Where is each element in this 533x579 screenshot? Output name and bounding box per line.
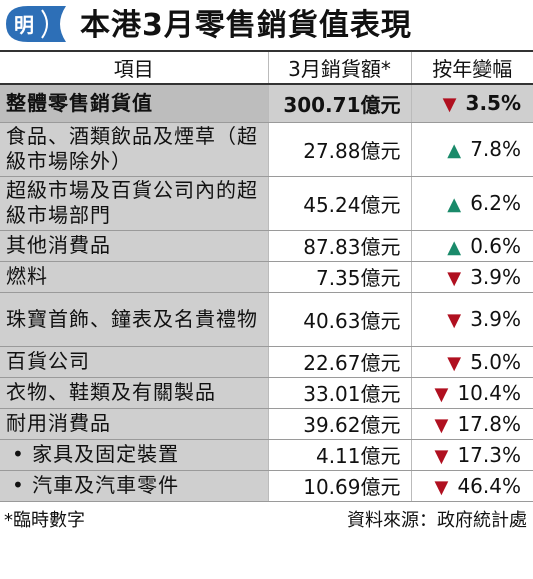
column-header-change: 按年變幅: [410, 52, 533, 85]
row-amount: 300.71億元: [267, 84, 411, 123]
row-item-name: 百貨公司: [0, 346, 268, 378]
row-amount: 4.11億元: [267, 439, 411, 471]
column-header-item: 項目: [0, 52, 268, 85]
row-amount: 45.24億元: [267, 176, 411, 231]
page-title: 本港3月零售銷貨值表現: [80, 8, 412, 43]
row-change-value: 46.4%: [457, 473, 521, 498]
table-row: • 汽車及汽車零件 10.69億元 ▼ 46.4%: [0, 470, 533, 502]
row-change: ▼ 3.5%: [410, 84, 533, 123]
header: 明 本港3月零售銷貨值表現: [0, 0, 533, 52]
row-change: ▼ 17.3%: [410, 439, 533, 471]
row-change-value: 3.9%: [470, 264, 521, 289]
retail-sales-table: 項目 3月銷貨額* 按年變幅 整體零售銷貨值 300.71億元 ▼ 3.5% 食品、酒類…: [0, 52, 533, 502]
row-item-name: • 汽車及汽車零件: [0, 470, 268, 502]
down-triangle-icon: ▼: [447, 267, 462, 289]
down-triangle-icon: ▼: [434, 383, 449, 405]
down-triangle-icon: ▼: [434, 476, 449, 498]
row-amount: 22.67億元: [267, 346, 411, 378]
row-change: ▲ 0.6%: [410, 230, 533, 262]
down-triangle-icon: ▼: [447, 352, 462, 374]
down-triangle-icon: ▼: [434, 445, 449, 467]
header-divider: [0, 50, 533, 52]
row-amount: 40.63億元: [267, 292, 411, 347]
row-change-value: 3.9%: [470, 307, 521, 331]
source-note: 資料來源：政府統計處: [347, 509, 527, 531]
up-triangle-icon: ▲: [447, 140, 462, 161]
row-change-value: 17.3%: [457, 442, 521, 467]
row-amount: 27.88億元: [267, 122, 411, 177]
row-item-name: 其他消費品: [0, 230, 268, 262]
row-change: ▼ 3.9%: [410, 261, 533, 293]
row-change: ▼ 3.9%: [410, 292, 533, 347]
table-row: 食品、酒類飲品及煙草（超級市場除外） 27.88億元 ▲ 7.8%: [0, 122, 533, 177]
table-body: 整體零售銷貨值 300.71億元 ▼ 3.5% 食品、酒類飲品及煙草（超級市場除外） 27…: [0, 84, 533, 502]
row-amount: 87.83億元: [267, 230, 411, 262]
down-triangle-icon: ▼: [447, 310, 462, 331]
row-change: ▲ 7.8%: [410, 122, 533, 177]
row-item-name: 燃料: [0, 261, 268, 293]
newspaper-logo-icon: 明: [6, 6, 66, 42]
logo-char: 明: [14, 13, 34, 37]
table-row: 衣物、鞋類及有關製品 33.01億元 ▼ 10.4%: [0, 377, 533, 409]
row-item-name: 衣物、鞋類及有關製品: [0, 377, 268, 409]
row-change-value: 0.6%: [470, 233, 521, 258]
table-row: 超級市場及百貨公司內的超級市場部門 45.24億元 ▲ 6.2%: [0, 176, 533, 231]
up-triangle-icon: ▲: [447, 194, 462, 215]
row-change-value: 6.2%: [470, 191, 521, 215]
table-row: 耐用消費品 39.62億元 ▼ 17.8%: [0, 408, 533, 440]
up-triangle-icon: ▲: [447, 236, 462, 258]
down-triangle-icon: ▼: [442, 94, 457, 116]
down-triangle-icon: ▼: [434, 414, 449, 436]
row-change-value: 5.0%: [470, 349, 521, 374]
row-item-name: 整體零售銷貨值: [0, 84, 268, 123]
row-change: ▼ 17.8%: [410, 408, 533, 440]
table-row: 其他消費品 87.83億元 ▲ 0.6%: [0, 230, 533, 262]
table-row: 整體零售銷貨值 300.71億元 ▼ 3.5%: [0, 84, 533, 123]
row-amount: 33.01億元: [267, 377, 411, 409]
row-item-name: 食品、酒類飲品及煙草（超級市場除外）: [0, 122, 268, 177]
row-change: ▼ 10.4%: [410, 377, 533, 409]
row-change-value: 17.8%: [457, 411, 521, 436]
row-item-name: 耐用消費品: [0, 408, 268, 440]
row-change-value: 7.8%: [470, 137, 521, 161]
table-row: 燃料 7.35億元 ▼ 3.9%: [0, 261, 533, 293]
row-change: ▼ 46.4%: [410, 470, 533, 502]
row-item-name: 超級市場及百貨公司內的超級市場部門: [0, 176, 268, 231]
table-row: • 家具及固定裝置 4.11億元 ▼ 17.3%: [0, 439, 533, 471]
footer: *臨時數字 資料來源：政府統計處: [0, 502, 533, 532]
table-row: 珠寶首飾、鐘表及名貴禮物 40.63億元 ▼ 3.9%: [0, 292, 533, 347]
row-change: ▲ 6.2%: [410, 176, 533, 231]
row-change-value: 3.5%: [465, 91, 521, 116]
row-item-name: 珠寶首飾、鐘表及名貴禮物: [0, 292, 268, 347]
row-amount: 7.35億元: [267, 261, 411, 293]
row-item-name: • 家具及固定裝置: [0, 439, 268, 471]
row-amount: 10.69億元: [267, 470, 411, 502]
table-row: 百貨公司 22.67億元 ▼ 5.0%: [0, 346, 533, 378]
column-header-row: 項目 3月銷貨額* 按年變幅: [0, 52, 533, 85]
footnote: *臨時數字: [4, 509, 85, 531]
row-amount: 39.62億元: [267, 408, 411, 440]
row-change: ▼ 5.0%: [410, 346, 533, 378]
column-header-amount: 3月銷貨額*: [267, 52, 411, 85]
row-change-value: 10.4%: [457, 380, 521, 405]
